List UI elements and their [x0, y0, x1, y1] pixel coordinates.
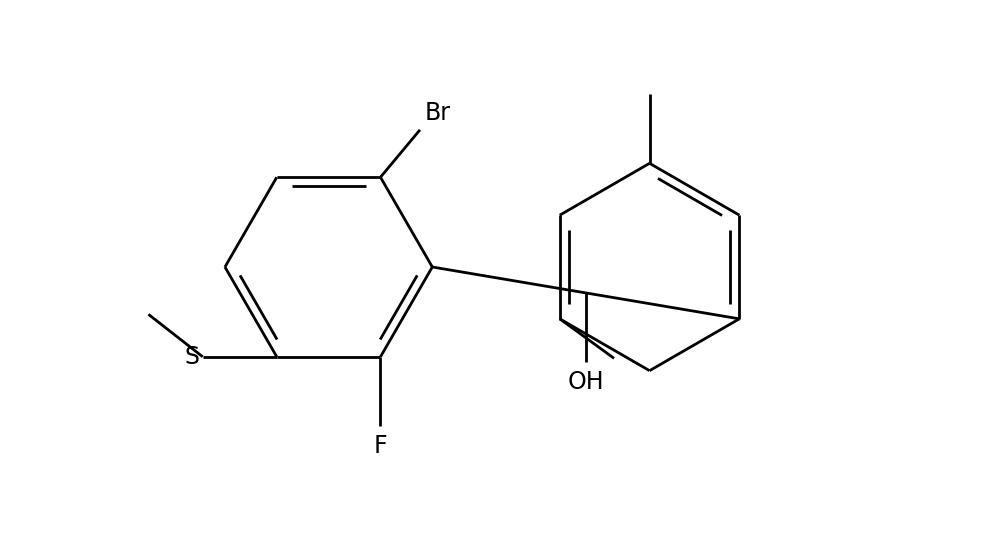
Text: Br: Br [425, 101, 451, 125]
Text: F: F [373, 434, 387, 458]
Text: S: S [185, 345, 200, 369]
Text: OH: OH [568, 370, 604, 394]
